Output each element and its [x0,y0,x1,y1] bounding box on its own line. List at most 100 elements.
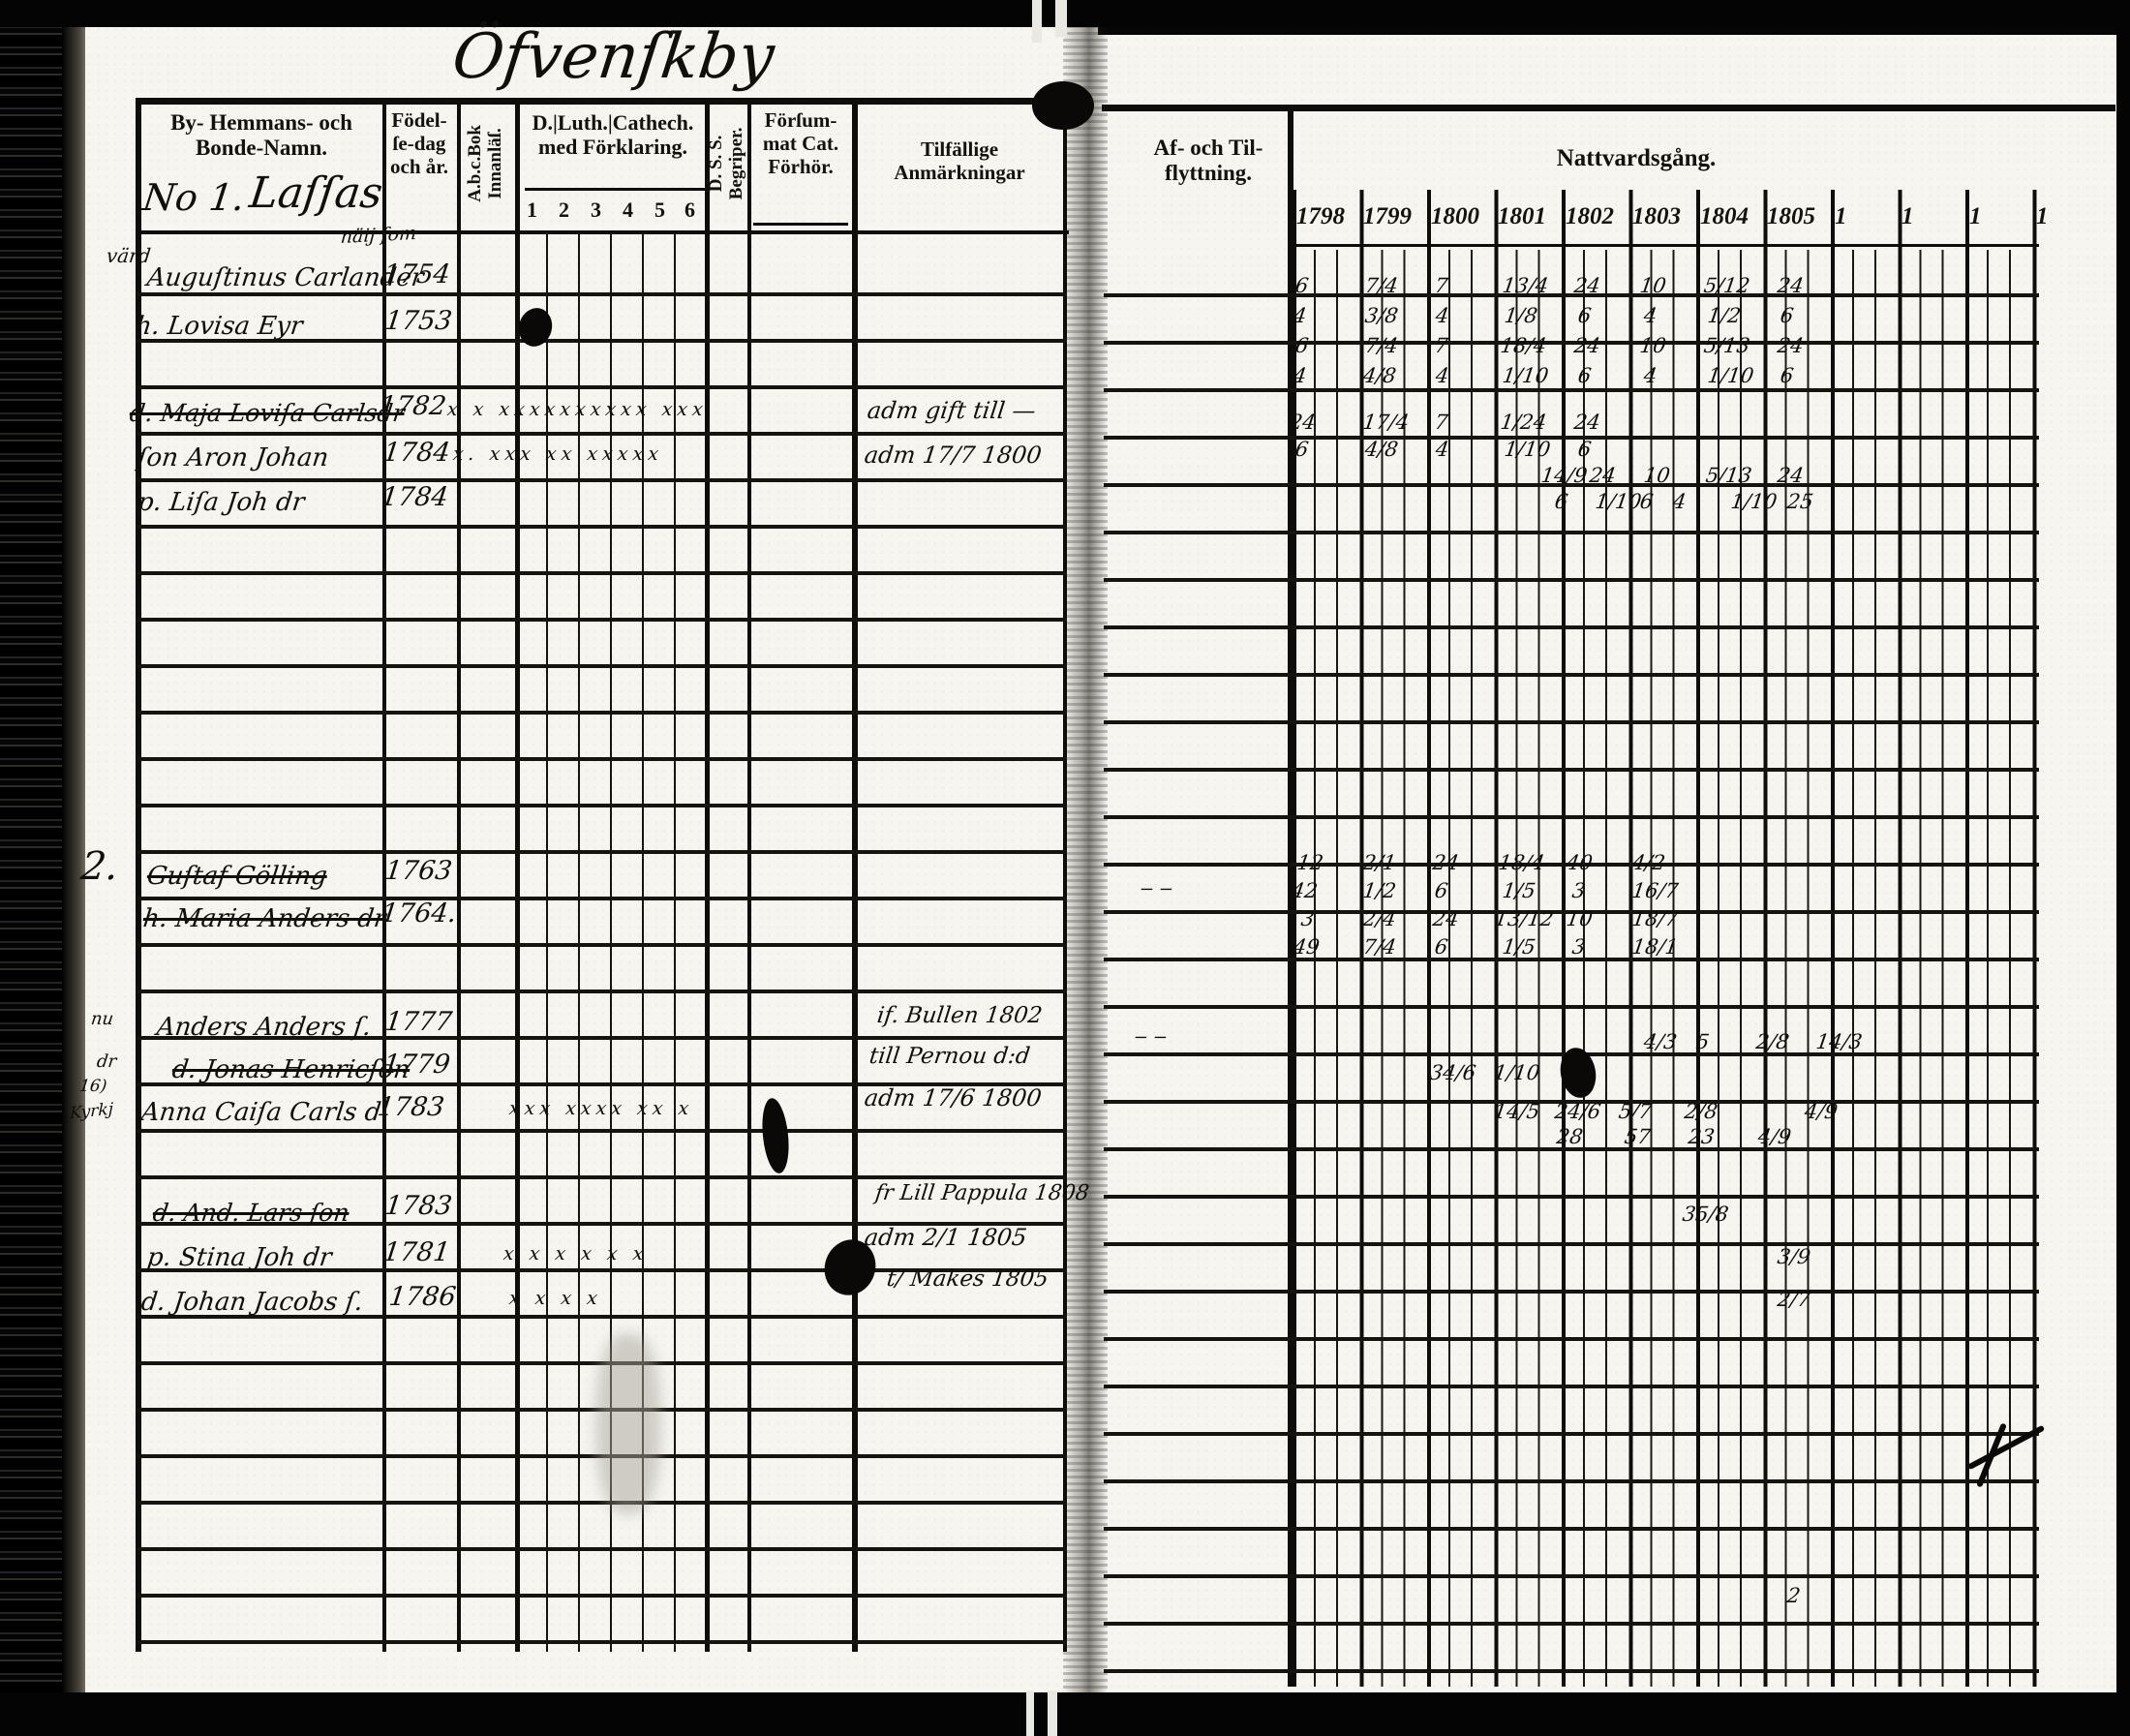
communion-mark: 10 [1642,464,1672,487]
communion-mark: 24 [1431,851,1461,874]
communion-mark: 4/3 [1642,1030,1679,1053]
communion-mark: 5/7 [1617,1100,1654,1123]
year-label: 1805 [1767,203,1815,229]
communion-mark: 57 [1623,1125,1653,1148]
year-label: 1799 [1363,203,1412,229]
page-gutter [1063,25,1108,1696]
person-name: Anna Caiſa Carls d. [139,1098,391,1127]
communion-mark: 49 [1292,935,1322,959]
col-header-cat-line1: D.|Luth.|Cathech. [532,110,694,135]
communion-mark: 25 [1785,490,1815,513]
grade-6: 6 [685,198,695,222]
grade-2: 2 [559,198,569,222]
communion-mark: 1/5 [1501,879,1537,902]
communion-mark: 5/12 [1702,274,1751,297]
page-title: Öfvenſkby [448,21,778,93]
communion-mark: 7/4 [1363,334,1400,357]
communion-mark: 10 [1638,334,1668,357]
person-name: d. And. Lars ſon [151,1199,351,1227]
communion-mark: 17/4 [1361,411,1411,434]
col-header-for-line3: Förhör. [768,155,834,179]
communion-mark: 18/4 [1497,851,1546,874]
margin-note: nu [89,1009,115,1029]
birth-year: 1777 [383,1007,454,1037]
ink-blot [1032,81,1094,130]
person-name: d. Maja Loviſa Carlsdr [128,399,407,427]
right-edge-band [2116,0,2130,1736]
communion-mark: 24 [1588,464,1618,487]
year-label: 1803 [1632,203,1681,229]
annotation: fr Lill Pappula 1808 [873,1181,1091,1205]
communion-mark: 24 [1572,411,1602,434]
communion-mark: ‒ ‒ [1133,1024,1170,1048]
col-header-name-line1: By- Hemmans- och [170,110,352,135]
person-name: Guſtaf Gölling [145,862,329,891]
person-name: p. Liſa Joh dr [136,488,307,517]
col-header-anmarkningar: Tilfällige Anmärkningar [894,137,1025,185]
catechism-marks: x x xxxxxxxxxx xxx [445,399,710,420]
communion-mark: 14/5 [1492,1100,1541,1123]
communion-mark: 2/4 [1361,907,1398,930]
birth-year: 1784 [380,482,450,512]
communion-mark: 24/6 [1553,1100,1602,1123]
col-header-flytt-line2: flyttning. [1164,161,1253,186]
communion-mark: 1/10 [1706,364,1755,387]
birth-year: 1763 [383,856,454,886]
annotation: till Pernou d:d [867,1044,1032,1069]
birth-year: 1779 [381,1050,452,1080]
catechism-marks: x x x x x x [502,1243,650,1264]
communion-mark: 18/1 [1630,935,1680,959]
col-header-dss: D. S. S. Begriper. [706,91,747,236]
grade-5: 5 [654,198,665,222]
col-header-forsummat: Förſum- mat Cat. Förhör. [751,108,850,178]
page-marker-stripe [1026,1690,1034,1736]
communion-mark: 13/12 [1493,907,1556,930]
birth-year: 1783 [376,1092,446,1122]
communion-mark: ‒ ‒ [1139,876,1175,899]
right-table-top-rule [1102,105,2115,111]
communion-mark: 4/8 [1361,364,1398,387]
communion-mark: 4/8 [1363,438,1400,461]
col-header-flyttning: Af- och Til- flyttning. [1131,136,1286,187]
communion-mark: 10 [1565,907,1595,930]
household-1-margin: värd [105,244,153,267]
communion-mark: 3/8 [1363,304,1400,327]
communion-mark: 4/9 [1756,1125,1793,1148]
communion-mark: 1/10 [1503,438,1552,461]
col-header-flytt-line1: Af- och Til- [1153,136,1263,160]
communion-mark: 1/10 [1729,490,1779,513]
communion-mark: 23 [1687,1125,1717,1148]
col-header-birth: Födel- ſe-dag och år. [384,108,454,178]
household-2-number: 2. [78,844,121,889]
col-header-cat-line2: med Förklaring. [538,135,687,160]
col-header-birth-line1: Födel- [391,108,447,132]
communion-mark: 12 [1295,851,1325,874]
communion-mark: 16/7 [1630,879,1680,902]
communion-mark: 34/6 [1428,1061,1477,1084]
communion-mark: 24 [1572,334,1602,357]
birth-year: 1764. [380,898,459,929]
year-label: 1804 [1700,203,1749,229]
communion-mark: 24 [1572,274,1602,297]
col-header-birth-line3: och år. [390,155,448,179]
birth-year: 1753 [383,306,454,336]
person-name: d. Johan Jacobs ſ. [139,1288,365,1317]
household-1-farm-name: Laſſas [246,168,385,218]
communion-mark: 1/10 [1492,1061,1541,1084]
communion-mark: 7/4 [1363,274,1400,297]
household-1-note: näij ſom [340,222,418,249]
year-label: 1 [1969,203,1982,229]
grade-3: 3 [591,198,601,222]
communion-mark: 24 [1776,274,1806,297]
year-label: 1 [1902,203,1914,229]
communion-mark: 24 [1776,464,1806,487]
communion-mark: 7/4 [1361,935,1398,959]
birth-year: 1784 [381,438,452,468]
year-label: 1798 [1296,203,1345,229]
forhor-underline [753,223,848,226]
annotation: adm 2/1 1805 [863,1224,1029,1251]
communion-mark: 1/10 [1594,490,1643,513]
margin-note: 16) [77,1077,108,1096]
communion-mark: 5/13 [1702,334,1751,357]
